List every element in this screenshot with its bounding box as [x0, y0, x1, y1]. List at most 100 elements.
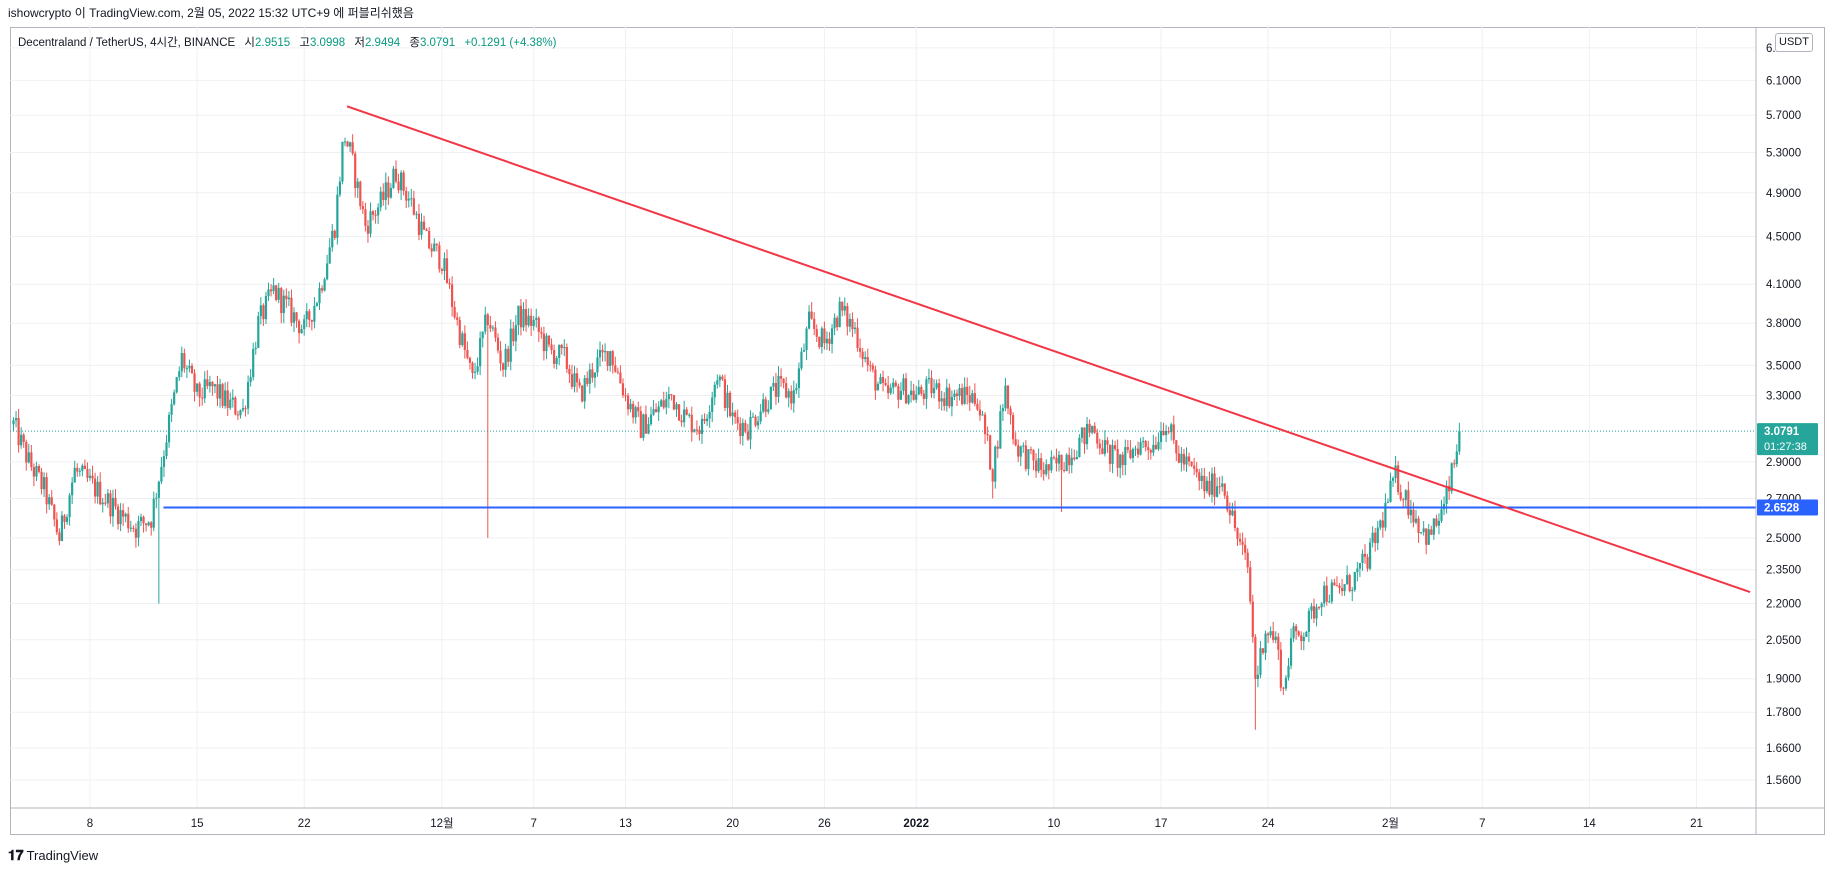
candle-body: [1078, 437, 1081, 458]
candle-body: [741, 422, 744, 436]
candle-body: [1129, 449, 1132, 459]
low-value: 2.9494: [364, 37, 401, 49]
candle-body: [703, 418, 706, 422]
candle-body: [828, 338, 831, 344]
candle-body: [275, 285, 278, 300]
candle-body: [940, 398, 943, 402]
candle-body: [609, 351, 612, 367]
candle-body: [1307, 610, 1310, 632]
candle-body: [1075, 457, 1078, 460]
candle-body: [1292, 626, 1295, 639]
y-tick-label: 1.7800: [1766, 707, 1801, 719]
candle-body: [632, 403, 635, 418]
candle-body: [111, 497, 115, 517]
candle-body: [690, 414, 693, 433]
candle-body: [83, 465, 86, 469]
candle-body: [267, 289, 270, 296]
candle-body: [257, 316, 260, 348]
x-tick-label: 13: [619, 818, 632, 830]
candle-body: [216, 384, 219, 399]
candle-body: [417, 213, 421, 235]
candle-body: [1070, 457, 1073, 466]
candle-body: [1374, 532, 1377, 544]
candle-body: [922, 393, 925, 399]
candle-body: [833, 317, 836, 329]
candle-body: [853, 327, 857, 330]
candle-body: [104, 502, 107, 504]
candle-body: [147, 522, 150, 526]
candle-body: [787, 391, 790, 398]
candle-body: [445, 258, 449, 284]
candle-body: [749, 417, 752, 440]
candle-body: [948, 387, 951, 407]
candle-body: [792, 390, 795, 404]
x-tick-label: 17: [1155, 818, 1168, 830]
candle-body: [254, 347, 257, 350]
candle-body: [677, 404, 681, 421]
candle-body: [1205, 480, 1208, 492]
candle-body: [1009, 408, 1012, 415]
candle-body: [693, 429, 696, 433]
candle-body: [606, 351, 609, 367]
candle-body: [392, 168, 395, 188]
candle-body: [744, 422, 747, 432]
candle-body: [553, 350, 556, 364]
candle-body: [30, 452, 33, 468]
candle-body: [966, 386, 969, 395]
candle-body: [1085, 423, 1089, 445]
candle-body: [382, 191, 385, 200]
candle-body: [1343, 584, 1346, 592]
candle-body: [461, 333, 464, 345]
candle-body: [836, 317, 839, 328]
trendline-layer[interactable]: [163, 105, 1756, 593]
candle-body: [259, 305, 262, 317]
candle-body: [1455, 451, 1458, 465]
candle-body: [1050, 457, 1053, 471]
candle-body: [124, 513, 127, 517]
candle-body: [1200, 475, 1203, 481]
candle-body: [1305, 631, 1308, 637]
time-axis[interactable]: 8 15 22 12월 7 13 20 26 2022 10 17 24 2월 7 14 21: [87, 817, 1703, 830]
candle-body: [1159, 431, 1163, 443]
candle-body: [1180, 453, 1183, 463]
candle-body: [540, 331, 543, 334]
candle-body: [1027, 449, 1030, 469]
candle-body: [1353, 572, 1356, 591]
currency-badge[interactable]: USDT: [1775, 33, 1813, 52]
candle-body: [820, 328, 823, 348]
symbol-name[interactable]: Decentraland / TetherUS, 4시간, BINANCE: [18, 37, 236, 49]
candle-body: [683, 409, 686, 423]
y-tick-label: 4.1000: [1766, 279, 1801, 291]
candle-body: [614, 365, 617, 372]
candle-body: [1302, 636, 1305, 642]
candle-body: [333, 230, 336, 238]
candle-body: [644, 414, 647, 434]
candle-body: [723, 379, 727, 408]
candle-body: [402, 172, 405, 191]
x-tick-label: 12월: [430, 817, 453, 830]
candle-body: [843, 306, 846, 311]
candle-body: [32, 467, 35, 477]
candle-body: [841, 301, 844, 311]
candle-body: [519, 305, 523, 328]
candle-body: [1361, 553, 1364, 564]
candle-body: [604, 351, 607, 353]
candle-body: [349, 142, 352, 147]
candle-body: [1371, 532, 1374, 543]
candle-body: [201, 397, 204, 399]
candle-body: [99, 481, 102, 505]
candle-body: [777, 375, 780, 397]
candle-body: [315, 303, 319, 306]
candle-body: [1351, 590, 1354, 592]
candle-body: [351, 142, 354, 154]
candle-body: [1052, 457, 1055, 459]
candle-body: [1417, 518, 1420, 534]
candle-body: [1088, 423, 1091, 433]
candle-body: [81, 465, 84, 471]
change-value: +0.1291 (+4.38%): [464, 37, 557, 49]
candle-body: [45, 477, 48, 505]
candle-body: [507, 348, 510, 362]
price-axis[interactable]: 6.50006.10005.70005.30004.90004.50004.10…: [1766, 43, 1801, 787]
countdown-label: 01:27:38: [1764, 441, 1807, 453]
